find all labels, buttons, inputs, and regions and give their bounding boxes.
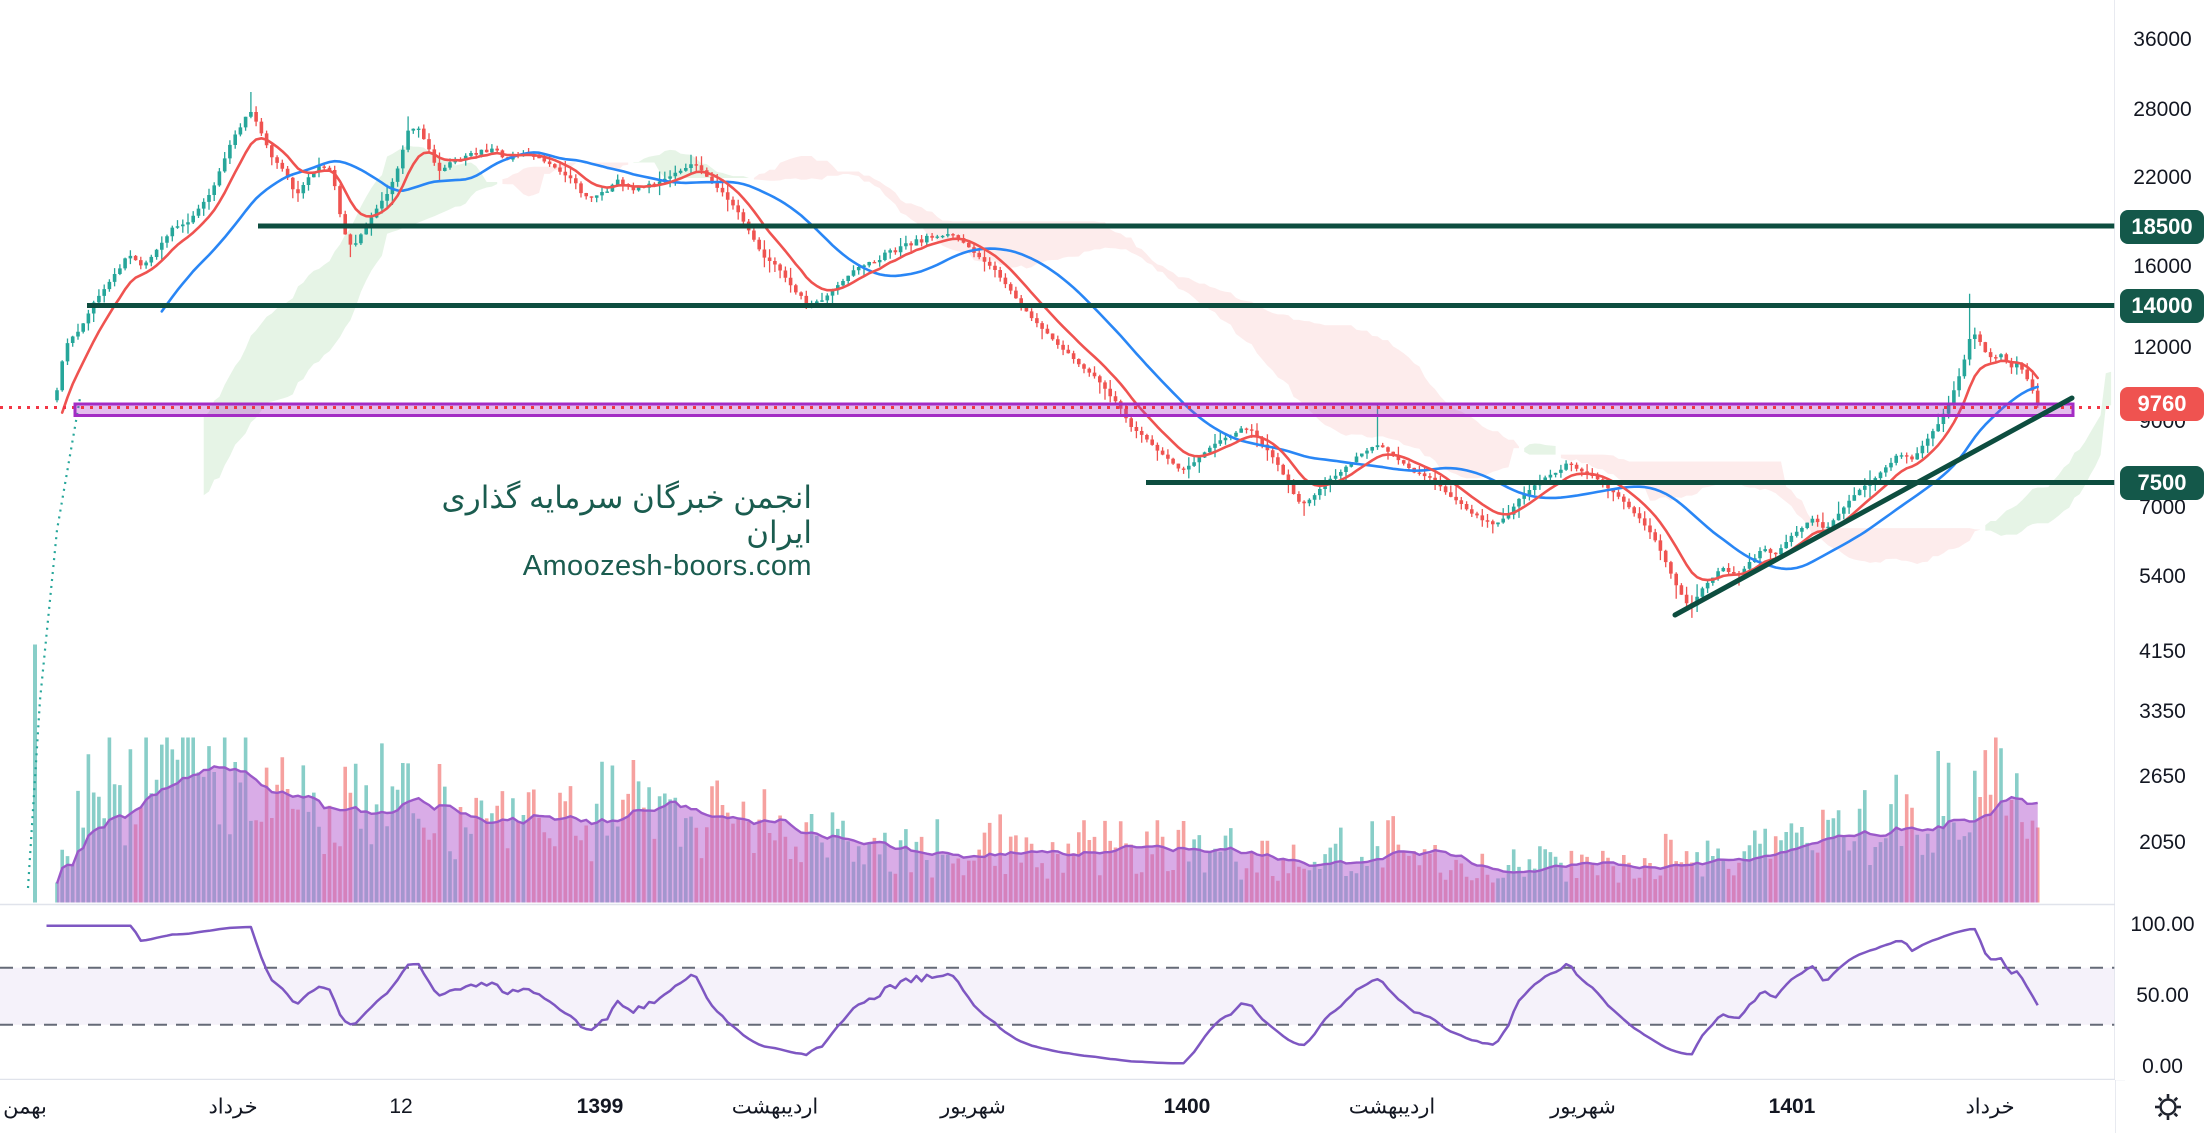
price-tick-0.00: 0.00	[2142, 1055, 2183, 1078]
price-tick-3350: 3350	[2139, 700, 2186, 723]
price-tick-22000: 22000	[2133, 166, 2192, 189]
price-tick-100.00: 100.00	[2130, 913, 2195, 936]
sun-gear-icon	[2154, 1093, 2181, 1120]
time-axis-label-بهمن: بهمن	[3, 1095, 47, 1118]
time-axis-label-خرداد: خرداد	[208, 1095, 258, 1118]
price-tick-4150: 4150	[2139, 640, 2186, 663]
time-axis-label-12: 12	[389, 1094, 413, 1118]
time-axis-label-1399: 1399	[576, 1094, 624, 1118]
price-level-badge-18500: 18500	[2120, 210, 2204, 244]
price-level-badge-9760: 9760	[2120, 387, 2204, 421]
time-axis-settings-button[interactable]	[2125, 1080, 2210, 1133]
time-axis-label-اردیبهشت: اردیبهشت	[1348, 1095, 1436, 1118]
price-tick-2050: 2050	[2139, 831, 2186, 854]
price-tick-7000: 7000	[2139, 496, 2186, 519]
time-axis-label-1400: 1400	[1163, 1094, 1211, 1118]
time-axis-label-1401: 1401	[1768, 1094, 1816, 1118]
price-tick-5400: 5400	[2139, 565, 2186, 588]
price-tick-16000: 16000	[2133, 255, 2192, 278]
price-level-badge-14000: 14000	[2120, 289, 2204, 323]
time-axis-label-شهریور: شهریور	[1550, 1095, 1616, 1118]
time-axis-label-اردیبهشت: اردیبهشت	[731, 1095, 819, 1118]
price-tick-36000: 36000	[2133, 28, 2192, 51]
price-tick-50.00: 50.00	[2136, 984, 2189, 1007]
time-axis[interactable]: بهمن خرداد 12 1399 اردیبهشت شهریور 1400 اردیبهش…	[0, 1080, 2115, 1133]
time-axis-label-شهریور: شهریور	[940, 1095, 1006, 1118]
price-level-badge-7500: 7500	[2120, 466, 2204, 500]
price-tick-28000: 28000	[2133, 98, 2192, 121]
price-tick-12000: 12000	[2133, 336, 2192, 359]
price-tick-2650: 2650	[2139, 765, 2186, 788]
time-axis-label-خرداد: خرداد	[1965, 1095, 2015, 1118]
price-axis[interactable]: 36000 28000 22000 16000 12000 9000 7000 5400 415…	[2115, 0, 2210, 1080]
